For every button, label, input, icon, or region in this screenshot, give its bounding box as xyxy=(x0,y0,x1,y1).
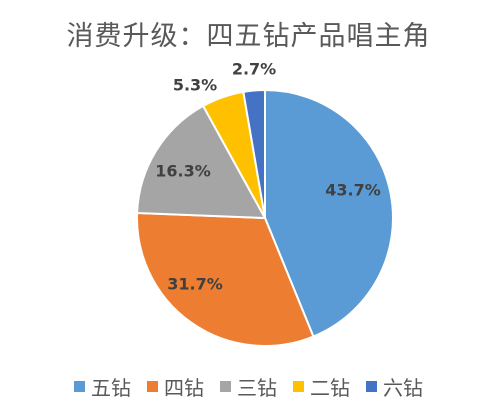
legend-item-sizuan: 四钻 xyxy=(147,372,204,401)
legend-item-liuzuan: 六钻 xyxy=(366,372,423,401)
legend-label: 二钻 xyxy=(310,375,350,400)
legend-swatch xyxy=(366,380,377,392)
slice-sizuan xyxy=(136,211,315,347)
legend-swatch xyxy=(220,380,231,392)
legend-label: 四钻 xyxy=(164,375,204,400)
legend-item-wuzuan: 五钻 xyxy=(74,372,131,401)
legend-swatch xyxy=(147,380,158,392)
legend-item-erzuan: 二钻 xyxy=(293,372,350,401)
slice-sanzuan xyxy=(136,104,267,220)
slice-wuzuan xyxy=(264,88,394,338)
legend-label: 五钻 xyxy=(91,375,131,400)
data-label: 5.3% xyxy=(173,76,217,95)
legend-item-sanzuan: 三钻 xyxy=(220,372,277,401)
legend-swatch xyxy=(293,380,304,392)
chart-title: 消费升级：四五钻产品唱主角 xyxy=(66,21,431,52)
legend-swatch xyxy=(74,380,85,392)
legend-label: 三钻 xyxy=(237,375,277,400)
data-label: 16.3% xyxy=(155,162,211,181)
legend-label: 六钻 xyxy=(383,375,423,400)
data-label: 43.7% xyxy=(325,181,381,200)
slice-liuzuan xyxy=(242,88,266,219)
data-label: 31.7% xyxy=(167,275,223,294)
data-label: 2.7% xyxy=(232,60,276,79)
chart-legend: 五钻 四钻 三钻 二钻 六钻 xyxy=(0,370,497,402)
